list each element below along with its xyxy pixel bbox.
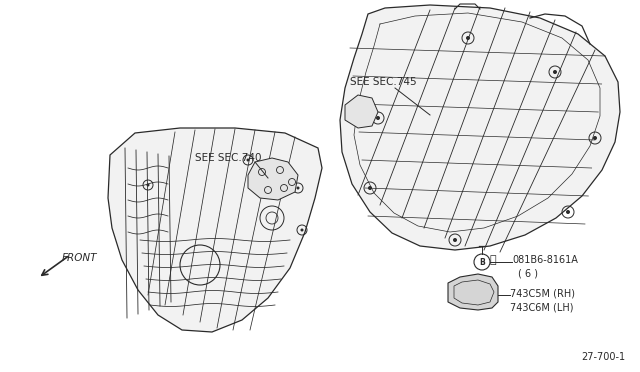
Text: 743C5M (RH): 743C5M (RH) — [510, 288, 575, 298]
Circle shape — [246, 158, 250, 161]
Text: B: B — [479, 258, 485, 267]
Circle shape — [593, 136, 597, 140]
Text: SEE SEC.745: SEE SEC.745 — [350, 77, 417, 87]
Text: FRONT: FRONT — [62, 253, 97, 263]
Text: 27-700-1: 27-700-1 — [581, 352, 625, 362]
Polygon shape — [340, 5, 620, 250]
Circle shape — [147, 183, 150, 186]
Text: ( 6 ): ( 6 ) — [518, 269, 538, 279]
Circle shape — [301, 228, 303, 231]
Circle shape — [376, 116, 380, 120]
Circle shape — [453, 238, 457, 242]
Circle shape — [566, 210, 570, 214]
Text: Ⓑ: Ⓑ — [490, 255, 497, 265]
Polygon shape — [108, 128, 322, 332]
Circle shape — [553, 70, 557, 74]
Polygon shape — [345, 95, 378, 128]
Polygon shape — [248, 158, 298, 200]
Text: 081B6-8161A: 081B6-8161A — [512, 255, 578, 265]
Polygon shape — [448, 274, 498, 310]
Circle shape — [296, 186, 300, 189]
Text: SEE SEC.740: SEE SEC.740 — [195, 153, 262, 163]
Circle shape — [368, 186, 372, 190]
Text: 743C6M (LH): 743C6M (LH) — [510, 302, 573, 312]
Circle shape — [466, 36, 470, 40]
